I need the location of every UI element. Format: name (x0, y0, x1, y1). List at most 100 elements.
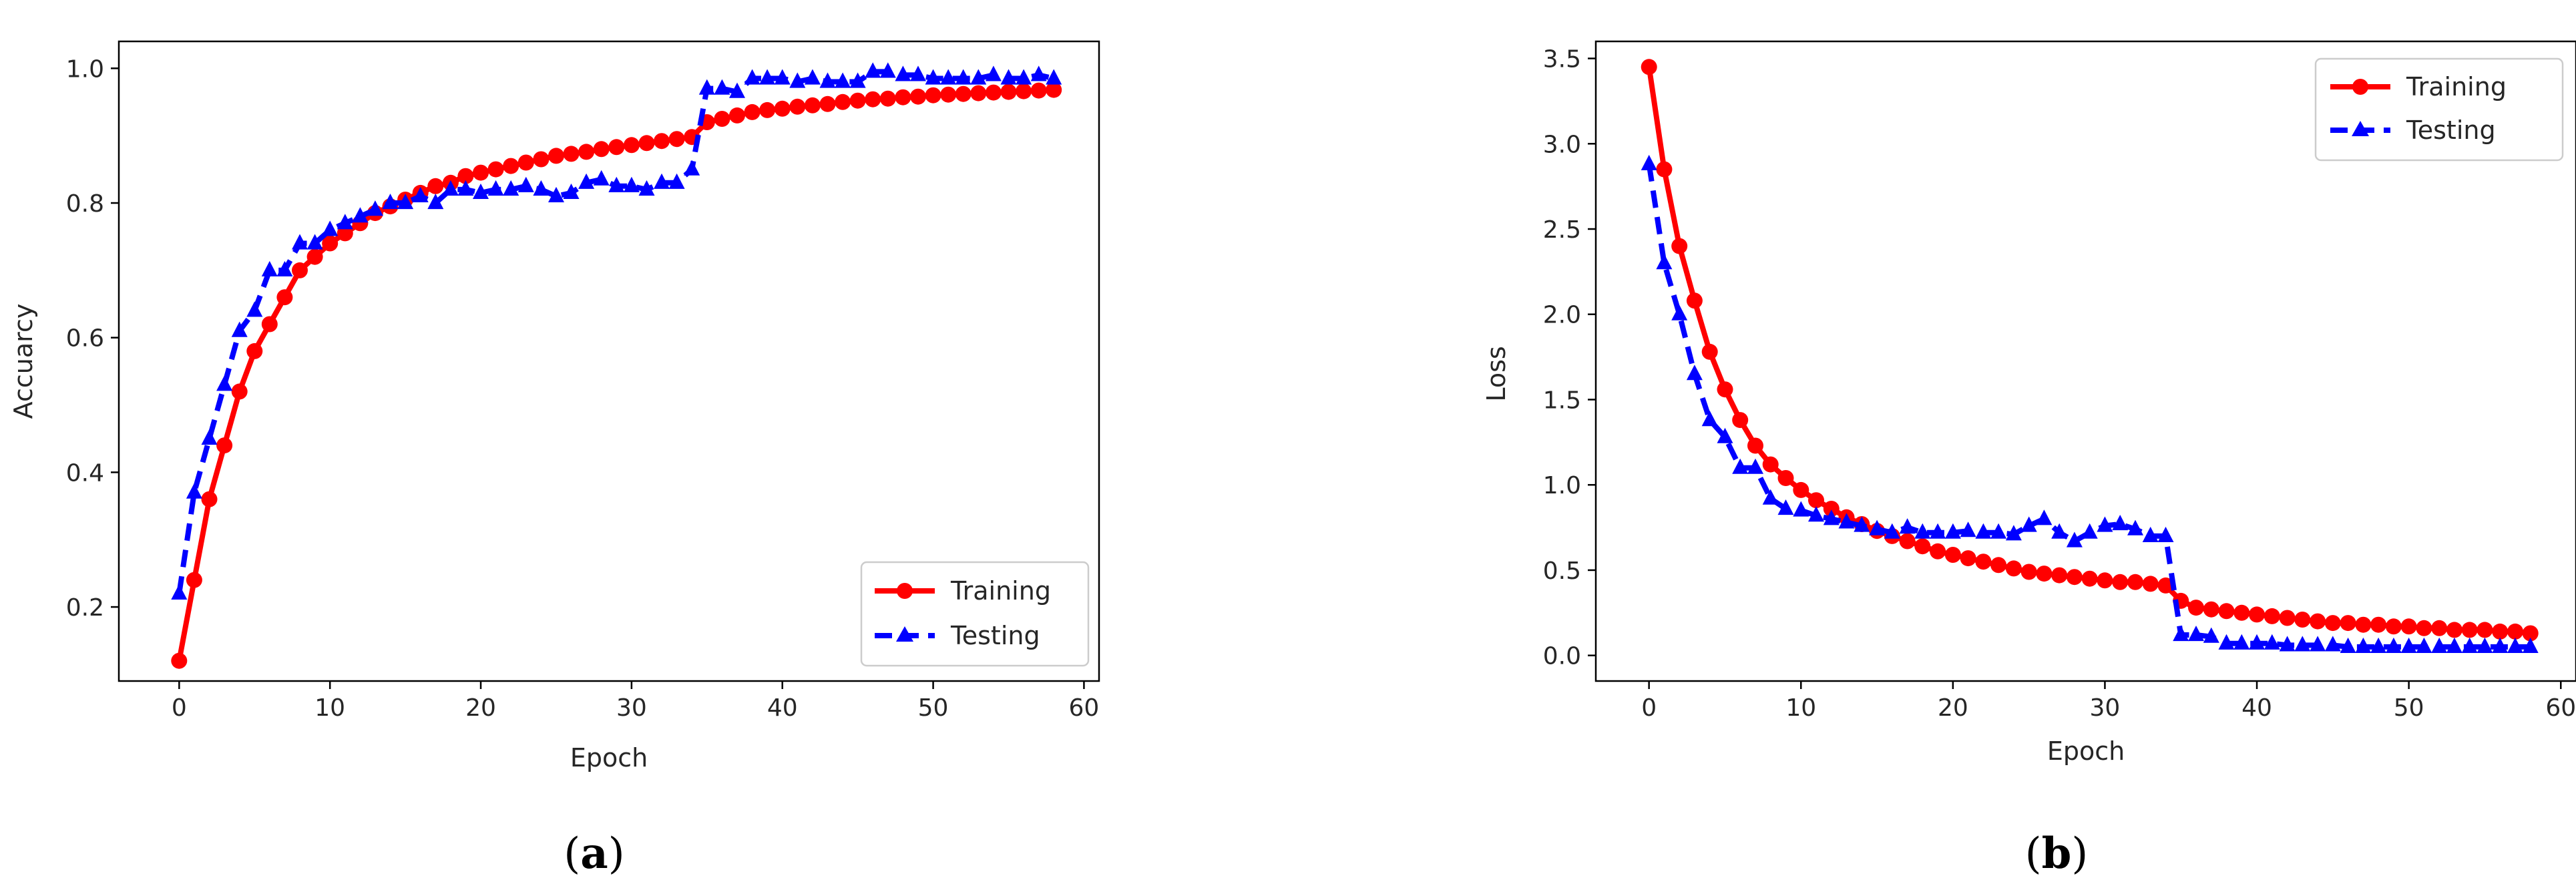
data-point-testing (1869, 519, 1886, 535)
data-point-training (2005, 560, 2022, 577)
data-point-testing (2385, 637, 2402, 653)
data-point-testing (638, 180, 655, 196)
data-point-testing (1030, 65, 1047, 81)
data-point-testing (231, 321, 248, 337)
data-point-training (563, 146, 580, 162)
data-point-testing (608, 176, 625, 192)
legend-training-label: Training (950, 576, 1051, 606)
data-point-training (171, 652, 188, 669)
data-point-training (2446, 622, 2462, 638)
data-point-training (2142, 576, 2159, 592)
data-point-testing (276, 260, 293, 276)
data-point-training (1016, 83, 1032, 99)
data-point-training (322, 235, 339, 252)
data-point-training (2203, 601, 2219, 618)
data-point-training (186, 572, 202, 588)
data-point-training (2157, 577, 2174, 594)
caption-b: (b) (2025, 829, 2089, 879)
data-point-training (593, 141, 610, 158)
data-point-training (2340, 615, 2356, 632)
data-point-testing (714, 79, 730, 95)
data-point-testing (563, 183, 580, 199)
data-point-training (231, 383, 248, 400)
data-point-testing (412, 186, 429, 202)
data-point-testing (1975, 523, 1992, 539)
data-point-testing (1777, 499, 1794, 515)
data-point-testing (1990, 523, 2007, 539)
data-point-testing (1732, 458, 1749, 474)
x-tick-label: 60 (2545, 694, 2576, 722)
data-point-testing (2400, 637, 2417, 653)
data-point-training (548, 148, 564, 164)
data-point-testing (774, 69, 791, 85)
data-point-testing (2142, 526, 2159, 542)
data-point-testing (698, 79, 715, 95)
data-point-training (2112, 574, 2129, 590)
data-point-testing (1854, 516, 1870, 532)
data-point-training (985, 84, 1002, 101)
legend-testing-label: Testing (2406, 116, 2496, 145)
legend-box (860, 561, 1090, 667)
x-tick-label: 30 (616, 694, 647, 722)
data-point-training (1762, 456, 1779, 473)
data-point-testing (1686, 365, 1703, 381)
data-point-testing (503, 180, 519, 196)
legend-testing-marker (896, 626, 913, 642)
y-tick-label: 2.5 (1543, 216, 1581, 244)
data-point-training (729, 107, 745, 124)
data-point-training (216, 437, 233, 454)
data-point-testing (2340, 637, 2356, 653)
data-point-testing (593, 170, 610, 186)
data-point-testing (2370, 637, 2387, 653)
data-point-training (714, 111, 730, 127)
y-tick-label: 0.8 (66, 190, 104, 218)
data-point-testing (322, 220, 339, 236)
data-point-testing (2507, 637, 2523, 653)
data-point-testing (2446, 637, 2462, 653)
data-point-training (1656, 161, 1673, 178)
y-tick-label: 0.0 (1543, 643, 1581, 670)
data-point-testing (819, 72, 836, 88)
data-point-training (2370, 616, 2387, 633)
data-point-training (1914, 538, 1931, 555)
x-axis-label: Epoch (570, 743, 648, 772)
x-tick-label: 10 (1785, 694, 1816, 722)
data-point-training (2081, 570, 2098, 587)
legend: Training Testing (2314, 57, 2564, 162)
data-point-training (473, 164, 489, 181)
data-point-testing (1793, 501, 1809, 517)
data-point-training (774, 100, 791, 117)
data-point-testing (442, 180, 459, 196)
data-point-training (2400, 618, 2417, 635)
loss-chart: 0 10 20 30 40 50 60 0.0 0.5 1.0 1.5 2.0 2.5 3.0 3.5 Ep… (1482, 40, 2576, 879)
data-point-testing (2461, 637, 2478, 653)
data-point-testing (940, 69, 957, 85)
data-point-testing (201, 429, 218, 445)
data-point-training (292, 262, 308, 278)
data-point-training (668, 131, 685, 148)
data-point-training (578, 144, 595, 160)
data-point-training (1641, 59, 1657, 75)
data-point-testing (292, 234, 308, 250)
data-point-testing (1944, 523, 1961, 539)
caption-a: (a) (564, 829, 624, 879)
x-tick-label: 30 (2090, 694, 2121, 722)
data-point-testing (533, 180, 550, 196)
data-point-training (2279, 610, 2296, 626)
y-tick-label: 1.5 (1543, 387, 1581, 414)
y-tick-label: 0.4 (66, 459, 104, 487)
data-point-training (2507, 623, 2523, 640)
data-point-testing (849, 72, 866, 88)
data-point-training (261, 316, 278, 333)
data-point-training (246, 343, 263, 359)
data-point-training (457, 168, 474, 184)
data-point-testing (306, 234, 323, 250)
data-point-training (1960, 550, 1976, 567)
data-point-testing (2218, 634, 2235, 650)
data-point-training (2477, 622, 2493, 638)
data-point-testing (1747, 458, 1763, 474)
data-point-testing (895, 65, 911, 81)
data-point-training (2051, 567, 2068, 584)
data-point-testing (2081, 523, 2098, 539)
data-point-training (804, 97, 821, 114)
